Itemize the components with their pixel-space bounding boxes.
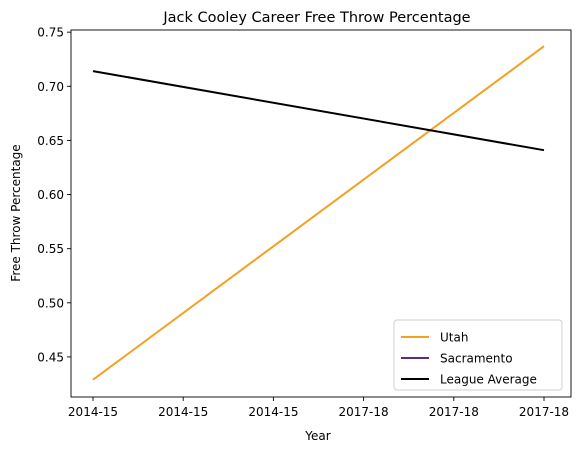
x-tick-label: 2014-15	[68, 405, 118, 419]
y-tick-label: 0.50	[37, 296, 64, 310]
y-tick-label: 0.60	[37, 188, 64, 202]
y-tick-label: 0.45	[37, 350, 64, 364]
y-tick-label: 0.55	[37, 242, 64, 256]
x-axis: 2014-15 2014-15 2014-15 2017-18 2017-18 2017-…	[68, 397, 569, 419]
series-line-utah	[92, 45, 545, 381]
x-tick-label: 2014-15	[248, 405, 298, 419]
y-tick-label: 0.70	[37, 80, 64, 94]
legend: Utah Sacramento League Average	[393, 319, 563, 391]
x-tick-label: 2017-18	[429, 405, 479, 419]
legend-label: League Average	[440, 373, 537, 387]
plot-lines	[92, 45, 545, 381]
y-tick-label: 0.65	[37, 134, 64, 148]
x-axis-label: Year	[304, 429, 330, 443]
x-tick-label: 2014-15	[158, 405, 208, 419]
legend-label: Utah	[440, 331, 468, 345]
y-axis: 0.45 0.50 0.55 0.60 0.65 0.70 0.75	[37, 26, 71, 364]
y-axis-label: Free Throw Percentage	[9, 144, 23, 281]
y-tick-label: 0.75	[37, 26, 64, 40]
plot-frame	[70, 29, 572, 398]
x-tick-label: 2017-18	[339, 405, 389, 419]
legend-label: Sacramento	[440, 352, 513, 366]
x-tick-label: 2017-18	[519, 405, 569, 419]
chart-title: Jack Cooley Career Free Throw Percentage	[162, 10, 470, 26]
series-line-league-average	[92, 70, 545, 152]
legend-box	[393, 319, 563, 391]
